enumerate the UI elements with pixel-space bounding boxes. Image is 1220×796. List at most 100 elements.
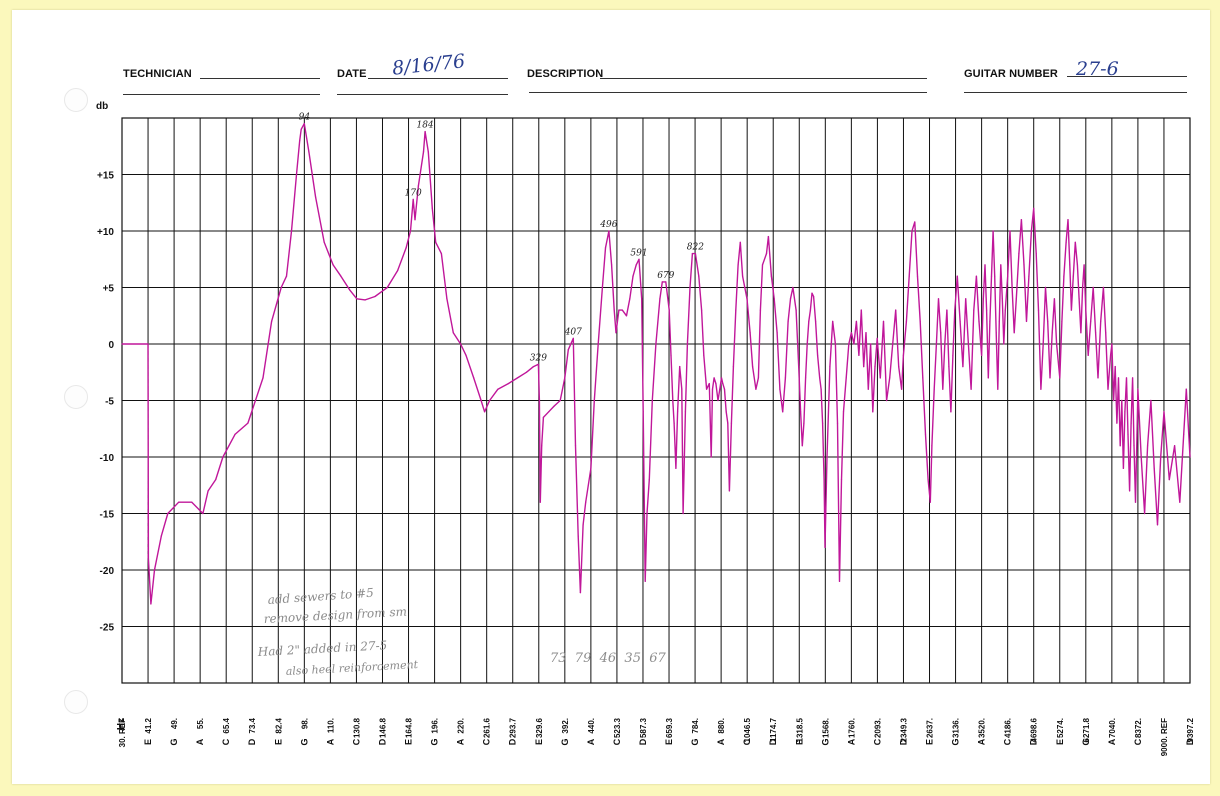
data-point — [720, 377, 723, 379]
x-tick-freq: 3136. — [952, 718, 961, 738]
data-point — [1100, 320, 1102, 322]
data-point — [629, 298, 631, 300]
data-point — [299, 140, 301, 142]
data-point — [577, 535, 579, 537]
data-point — [784, 377, 787, 379]
data-point — [593, 399, 595, 402]
data-point — [672, 399, 674, 402]
data-point — [489, 399, 491, 402]
x-tick-freq: 2349.3 — [899, 717, 908, 742]
data-point — [532, 366, 535, 368]
date-label: DATE — [337, 68, 367, 80]
pencil-note-2: remove design from sm — [263, 605, 407, 626]
data-point — [962, 366, 964, 368]
x-tick-labels: 30. REF 41.2E49.G55.A65.4C73.4D82.4E98.G1… — [118, 717, 1195, 756]
data-point — [798, 366, 800, 368]
data-point — [670, 354, 672, 356]
data-point — [567, 349, 569, 351]
data-point — [572, 337, 574, 339]
data-point — [675, 467, 677, 469]
data-point — [889, 377, 891, 379]
data-point — [271, 320, 273, 322]
data-point — [655, 343, 657, 345]
data-point — [1163, 411, 1165, 413]
data-point — [727, 422, 729, 424]
data-point — [1153, 467, 1155, 469]
data-point — [805, 377, 807, 379]
y-tick-label: +10 — [97, 227, 114, 238]
data-point — [548, 411, 550, 413]
data-point — [349, 289, 351, 291]
data-point — [153, 569, 156, 571]
data-point — [608, 230, 610, 232]
data-point — [863, 366, 865, 368]
data-point — [1053, 298, 1055, 300]
data-point — [872, 411, 874, 413]
data-point — [858, 354, 860, 356]
data-point — [303, 123, 305, 125]
data-point — [422, 151, 425, 153]
data-point — [681, 388, 683, 390]
x-tick-note: D — [898, 738, 908, 745]
data-point — [1047, 320, 1049, 322]
data-point — [1130, 422, 1132, 424]
x-tick-freq: 3520. — [978, 718, 987, 738]
peak-label: 407 — [564, 327, 582, 337]
data-point — [952, 354, 954, 356]
guitar-number-field-line — [1067, 76, 1187, 77]
y-tick-label: 0 — [108, 340, 114, 351]
y-tick-label: -10 — [100, 453, 115, 464]
data-point — [689, 286, 691, 289]
data-point — [537, 363, 540, 365]
data-point — [725, 411, 727, 413]
data-point — [525, 371, 528, 373]
x-tick-freq: 65.4 — [222, 717, 231, 733]
x-axis-label: Hz — [116, 718, 127, 730]
x-tick-freq: 1318.5 — [795, 717, 804, 742]
data-point — [767, 236, 770, 238]
data-point — [711, 388, 714, 390]
data-point — [1092, 286, 1094, 289]
data-point — [290, 230, 293, 232]
x-tick-note: E — [1055, 739, 1065, 745]
data-point — [160, 535, 162, 537]
data-point — [749, 332, 751, 334]
data-point — [1129, 490, 1131, 492]
data-point — [834, 343, 837, 345]
data-point — [1051, 332, 1053, 334]
data-point — [1085, 309, 1087, 311]
data-point — [737, 264, 739, 266]
data-point — [706, 388, 708, 390]
data-point — [824, 546, 826, 549]
data-point — [1122, 467, 1124, 469]
peak-label: 679 — [657, 271, 674, 281]
data-point — [167, 512, 169, 515]
data-point — [865, 332, 867, 334]
data-point — [615, 332, 617, 334]
x-tick-freq: 2637. — [926, 718, 935, 738]
data-point — [806, 343, 808, 345]
data-point — [895, 309, 897, 311]
data-point — [1132, 377, 1134, 379]
data-point — [191, 501, 193, 503]
data-point — [668, 309, 670, 311]
data-point — [553, 405, 555, 407]
data-point — [1137, 388, 1139, 390]
data-point — [730, 422, 733, 424]
x-tick-note: C — [221, 738, 231, 745]
data-point — [1107, 388, 1109, 390]
data-point — [1117, 377, 1120, 379]
data-point — [723, 388, 726, 390]
x-tick-note: G — [1081, 738, 1091, 745]
data-point — [542, 416, 545, 418]
data-point — [795, 309, 797, 311]
data-point — [1009, 230, 1011, 232]
data-point — [708, 383, 710, 385]
data-point — [178, 501, 180, 503]
data-point — [1102, 286, 1104, 289]
data-point — [981, 354, 983, 356]
data-point — [984, 264, 986, 266]
y-tick-label: -20 — [100, 566, 115, 577]
x-tick-note: A — [846, 738, 856, 745]
data-point — [842, 411, 845, 413]
